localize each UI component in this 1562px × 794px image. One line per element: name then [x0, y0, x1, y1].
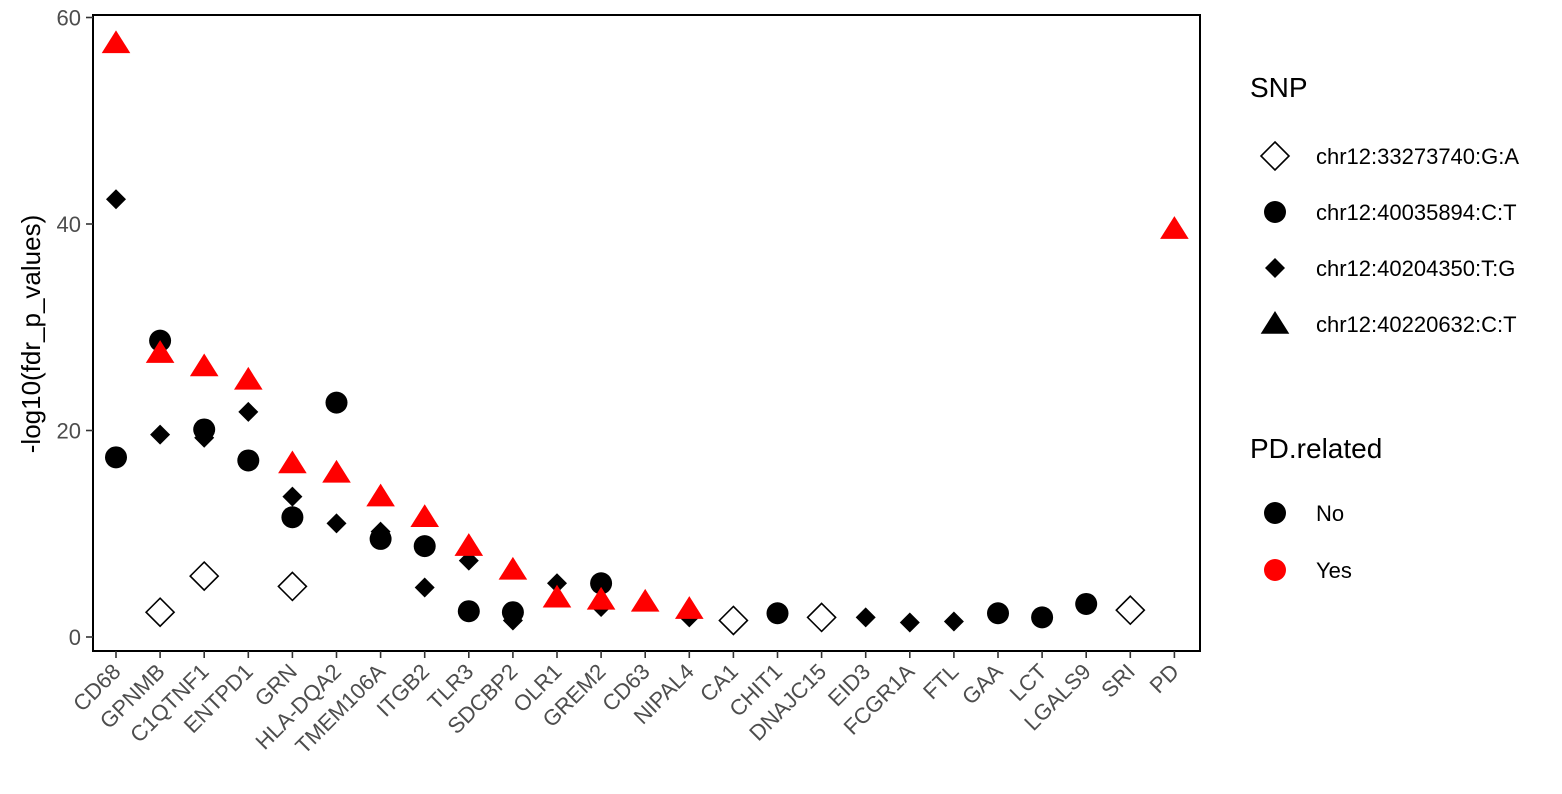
x-tick-label: PD: [1145, 659, 1184, 698]
data-point: [502, 610, 523, 631]
data-point: [410, 504, 439, 527]
data-point: [542, 584, 572, 608]
data-point: [278, 450, 307, 474]
data-point: [586, 586, 616, 610]
data-point: [413, 535, 436, 558]
data-point: [144, 597, 176, 628]
snp-legend-key: [1265, 258, 1285, 278]
pd-legend-key: [1264, 502, 1286, 524]
snp-legend-key: [1260, 311, 1290, 334]
data-point: [630, 588, 660, 612]
data-point: [106, 189, 126, 210]
y-tick-label: 40: [57, 212, 81, 237]
data-point: [675, 596, 704, 619]
data-point: [457, 600, 480, 623]
snp-legend-label: chr12:40220632:C:T: [1316, 312, 1517, 337]
data-point: [590, 572, 613, 595]
data-point: [234, 366, 263, 390]
data-point: [1115, 595, 1146, 626]
snp-legend-label: chr12:40035894:C:T: [1316, 200, 1517, 225]
y-axis: 0 20 40 60: [57, 6, 93, 650]
y-tick-label: 60: [57, 6, 81, 31]
data-point: [547, 573, 567, 594]
x-tick-label: GAA: [957, 659, 1008, 710]
data-point: [855, 607, 876, 628]
data-point: [189, 560, 220, 592]
data-point: [145, 340, 175, 363]
data-point: [322, 459, 351, 483]
x-tick-label: SRI: [1096, 659, 1140, 703]
snp-legend-label: chr12:40204350:T:G: [1316, 256, 1515, 281]
data-point: [326, 513, 347, 534]
data-point: [1075, 592, 1098, 615]
data-point: [277, 571, 308, 602]
data-point: [281, 506, 304, 529]
data-point: [718, 605, 749, 636]
x-axis: CD68GPNMBC1QTNF1ENTPD1GRNHLA-DQA2TMEM106…: [68, 651, 1184, 759]
legend: SNP chr12:33273740:G:A chr12:40035894:C:T c…: [1250, 72, 1519, 583]
data-point: [105, 446, 127, 469]
data-point: [370, 521, 391, 542]
snp-legend-key: [1264, 201, 1286, 223]
data-point: [806, 602, 837, 633]
snp-legend-title: SNP: [1250, 72, 1308, 103]
pd-legend-label: Yes: [1316, 558, 1352, 583]
data-point: [366, 483, 395, 507]
y-axis-title: -log10(fdr_p_values): [16, 215, 46, 453]
data-point: [282, 486, 303, 507]
data-point: [899, 612, 920, 633]
data-point: [325, 391, 348, 414]
data-point: [238, 401, 259, 422]
snp-legend-key: [1259, 140, 1291, 172]
data-point: [943, 611, 964, 632]
pd-legend-label: No: [1316, 501, 1344, 526]
data-points: [101, 30, 1189, 636]
data-point: [189, 353, 219, 377]
y-tick-label: 20: [57, 419, 81, 444]
snp-legend-label: chr12:33273740:G:A: [1316, 144, 1519, 169]
plot-panel: [92, 14, 1201, 652]
pd-legend-title: PD.related: [1250, 433, 1382, 464]
data-point: [766, 602, 789, 625]
data-point: [1031, 606, 1054, 629]
data-point: [454, 533, 484, 556]
data-point: [237, 449, 260, 472]
y-tick-label: 0: [69, 625, 81, 650]
data-point: [987, 602, 1009, 625]
x-tick-label: FTL: [918, 659, 963, 704]
data-point: [194, 427, 215, 448]
data-point: [414, 577, 435, 598]
data-point: [150, 424, 171, 445]
pd-legend-key: [1264, 559, 1286, 581]
data-point: [101, 30, 131, 54]
data-point: [498, 556, 528, 580]
data-point: [1160, 216, 1189, 239]
